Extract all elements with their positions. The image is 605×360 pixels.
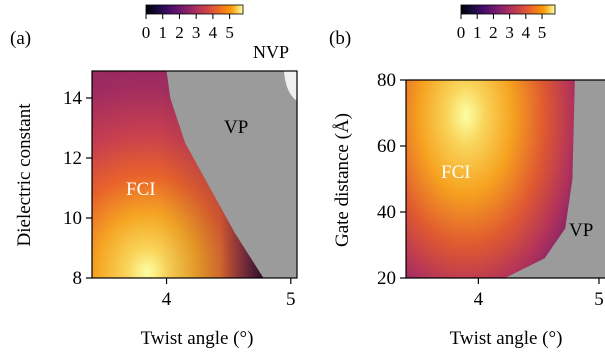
y-tick-label-a: 14 <box>63 88 83 109</box>
y-tick-label-a: 12 <box>63 148 82 169</box>
region-label-fci-a: FCI <box>126 179 156 200</box>
vp-region-b <box>504 80 605 278</box>
ylabel-a: Dielectric constant <box>14 103 35 247</box>
colorbar-tick-label-a: 4 <box>209 23 218 42</box>
heatmap-b <box>406 80 605 278</box>
colorbar-tick-label-b: 0 <box>457 23 466 42</box>
y-tick-label-b: 20 <box>377 268 396 289</box>
nvp-region-a <box>284 71 297 101</box>
colorbar-tick-label-b: 4 <box>522 23 531 42</box>
y-tick-label-b: 60 <box>377 136 396 157</box>
colorbar-b-strip <box>460 4 556 15</box>
y-tick-label-b: 80 <box>377 70 396 91</box>
panel-label-a: (a) <box>10 28 31 49</box>
panel-label-b: (b) <box>329 28 351 49</box>
x-tick-label-a: 5 <box>286 289 296 310</box>
colorbar-tick-label-a: 1 <box>158 23 167 42</box>
colorbar-tick-label-b: 3 <box>505 23 514 42</box>
region-label-fci-b: FCI <box>441 162 471 183</box>
y-tick-label-b: 40 <box>377 202 396 223</box>
colorbar-tick-label-a: 5 <box>225 23 234 42</box>
vp-region-a <box>166 71 297 278</box>
colorbar-tick-label-a: 3 <box>192 23 201 42</box>
heatmap-a <box>92 71 297 278</box>
colorbar-tick-label-b: 1 <box>473 23 482 42</box>
colorbar-tick-label-a: 2 <box>175 23 184 42</box>
heatmap-a-edge-shading <box>92 71 268 278</box>
ylabel-b: Gate distance (Å) <box>332 113 353 247</box>
x-tick-label-a: 4 <box>162 289 172 310</box>
xlabel-b: Twist angle (°) <box>450 328 563 349</box>
region-label-vp-a: VP <box>224 117 248 138</box>
colorbar-tick-label-b: 2 <box>489 23 498 42</box>
y-tick-label-a: 8 <box>73 268 83 289</box>
y-tick-label-a: 10 <box>63 208 82 229</box>
region-label-vp-b: VP <box>569 220 593 241</box>
colorbar-tick-label-a: 0 <box>142 23 151 42</box>
colorbar-tick-label-b: 5 <box>538 23 547 42</box>
axes-frame-a <box>91 70 298 279</box>
region-label-nvp-a: NVP <box>253 42 289 62</box>
x-tick-label-b: 4 <box>474 289 484 310</box>
colorbar-a-strip <box>145 4 244 15</box>
xlabel-a: Twist angle (°) <box>141 328 254 349</box>
x-tick-label-b: 5 <box>594 289 604 310</box>
